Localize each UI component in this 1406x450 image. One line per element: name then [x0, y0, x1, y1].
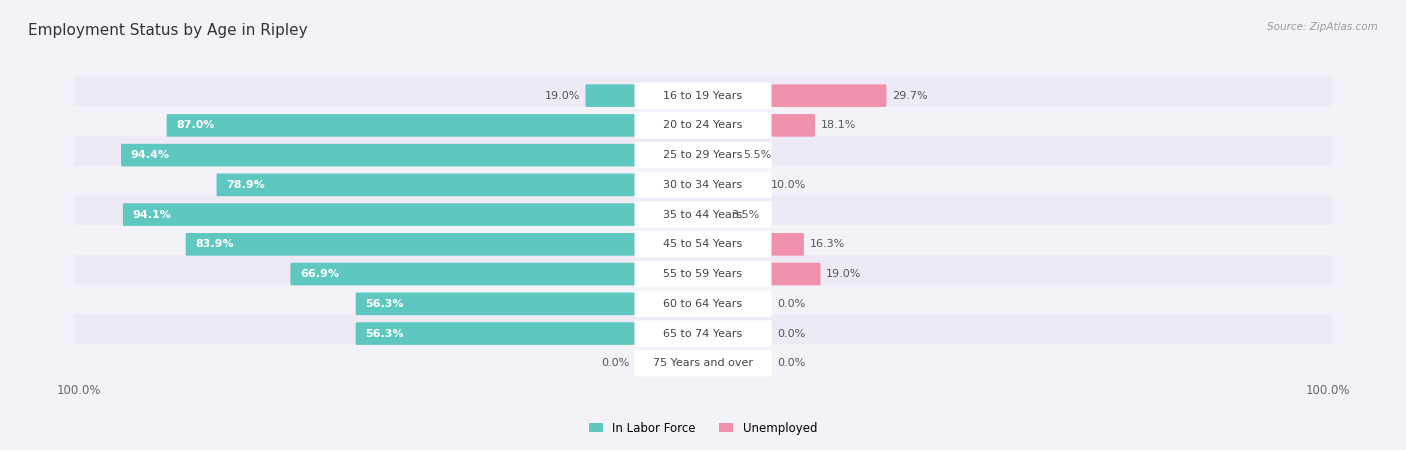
Text: 10.0%: 10.0% — [770, 180, 806, 190]
Text: 94.4%: 94.4% — [131, 150, 170, 160]
Text: 87.0%: 87.0% — [176, 120, 215, 130]
Text: 100.0%: 100.0% — [56, 383, 101, 396]
Text: 3.5%: 3.5% — [731, 210, 759, 220]
FancyBboxPatch shape — [73, 195, 1333, 234]
Text: 100.0%: 100.0% — [1305, 383, 1350, 396]
Text: 65 to 74 Years: 65 to 74 Years — [664, 328, 742, 338]
Text: 94.1%: 94.1% — [132, 210, 172, 220]
Text: 0.0%: 0.0% — [778, 328, 806, 338]
Text: 5.5%: 5.5% — [742, 150, 772, 160]
Text: 16 to 19 Years: 16 to 19 Years — [664, 90, 742, 101]
Text: 0.0%: 0.0% — [600, 358, 628, 368]
FancyBboxPatch shape — [217, 174, 703, 196]
FancyBboxPatch shape — [703, 263, 821, 285]
FancyBboxPatch shape — [291, 263, 703, 285]
Text: 66.9%: 66.9% — [299, 269, 339, 279]
Text: 19.0%: 19.0% — [544, 90, 579, 101]
Text: 0.0%: 0.0% — [778, 299, 806, 309]
FancyBboxPatch shape — [73, 284, 1333, 323]
Text: 35 to 44 Years: 35 to 44 Years — [664, 210, 742, 220]
Text: 16.3%: 16.3% — [810, 239, 845, 249]
FancyBboxPatch shape — [703, 144, 737, 166]
FancyBboxPatch shape — [73, 136, 1333, 175]
Text: 75 Years and over: 75 Years and over — [652, 358, 754, 368]
FancyBboxPatch shape — [634, 320, 772, 347]
FancyBboxPatch shape — [121, 144, 703, 166]
FancyBboxPatch shape — [356, 292, 703, 315]
FancyBboxPatch shape — [634, 171, 772, 198]
FancyBboxPatch shape — [703, 233, 804, 256]
FancyBboxPatch shape — [73, 166, 1333, 204]
Legend: In Labor Force, Unemployed: In Labor Force, Unemployed — [589, 422, 817, 435]
Text: 60 to 64 Years: 60 to 64 Years — [664, 299, 742, 309]
Text: 56.3%: 56.3% — [366, 299, 404, 309]
Text: 56.3%: 56.3% — [366, 328, 404, 338]
Text: 45 to 54 Years: 45 to 54 Years — [664, 239, 742, 249]
Text: 19.0%: 19.0% — [827, 269, 862, 279]
FancyBboxPatch shape — [73, 106, 1333, 145]
Text: 18.1%: 18.1% — [821, 120, 856, 130]
FancyBboxPatch shape — [634, 201, 772, 228]
FancyBboxPatch shape — [634, 291, 772, 317]
FancyBboxPatch shape — [703, 114, 815, 137]
FancyBboxPatch shape — [73, 76, 1333, 115]
FancyBboxPatch shape — [703, 84, 886, 107]
Text: Source: ZipAtlas.com: Source: ZipAtlas.com — [1267, 22, 1378, 32]
FancyBboxPatch shape — [634, 82, 772, 109]
FancyBboxPatch shape — [634, 142, 772, 168]
Text: 25 to 29 Years: 25 to 29 Years — [664, 150, 742, 160]
FancyBboxPatch shape — [703, 174, 765, 196]
FancyBboxPatch shape — [73, 225, 1333, 264]
FancyBboxPatch shape — [634, 231, 772, 257]
Text: 30 to 34 Years: 30 to 34 Years — [664, 180, 742, 190]
FancyBboxPatch shape — [703, 203, 725, 226]
FancyBboxPatch shape — [186, 233, 703, 256]
Text: Employment Status by Age in Ripley: Employment Status by Age in Ripley — [28, 22, 308, 37]
Text: 29.7%: 29.7% — [891, 90, 928, 101]
FancyBboxPatch shape — [356, 322, 703, 345]
Text: 78.9%: 78.9% — [226, 180, 264, 190]
FancyBboxPatch shape — [167, 114, 703, 137]
FancyBboxPatch shape — [634, 112, 772, 139]
FancyBboxPatch shape — [122, 203, 703, 226]
FancyBboxPatch shape — [585, 84, 703, 107]
Text: 0.0%: 0.0% — [778, 358, 806, 368]
FancyBboxPatch shape — [634, 261, 772, 287]
Text: 83.9%: 83.9% — [195, 239, 233, 249]
Text: 55 to 59 Years: 55 to 59 Years — [664, 269, 742, 279]
FancyBboxPatch shape — [73, 314, 1333, 353]
FancyBboxPatch shape — [73, 344, 1333, 382]
FancyBboxPatch shape — [634, 350, 772, 377]
Text: 20 to 24 Years: 20 to 24 Years — [664, 120, 742, 130]
FancyBboxPatch shape — [73, 255, 1333, 293]
